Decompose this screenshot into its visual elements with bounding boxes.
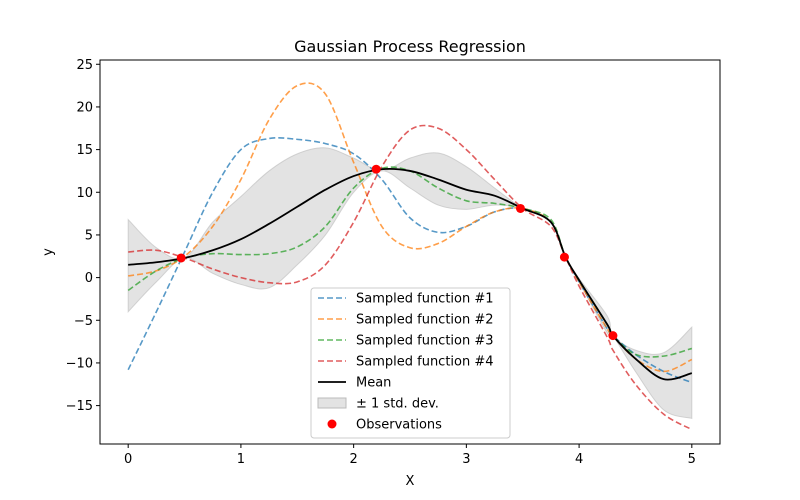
y-tick-label: 0 [85, 271, 93, 286]
legend: Sampled function #1 Sampled function #2 Sa… [310, 287, 511, 439]
y-axis: −15 −10 −5 0 5 10 15 20 25 [66, 58, 100, 414]
sampled-function-4-line [128, 124, 693, 431]
legend-sampled-function-3: Sampled function #3 [318, 334, 494, 349]
axes-frame [99, 59, 721, 445]
observation-point [559, 252, 569, 262]
y-tick-label: −15 [66, 399, 93, 414]
legend-label: Sampled function #2 [356, 313, 494, 328]
legend-std-dev: ± 1 std. dev. [317, 397, 439, 412]
observation-point [608, 331, 618, 341]
plot-area [127, 82, 693, 431]
legend-swatch [327, 419, 337, 429]
legend-label: Mean [356, 376, 391, 391]
chart-title: Gaussian Process Regression [294, 37, 526, 56]
x-axis: 0 1 2 3 4 5 [124, 444, 696, 467]
legend-sampled-function-1: Sampled function #1 [318, 292, 494, 307]
std-dev-band [127, 147, 693, 420]
legend-sampled-function-2: Sampled function #2 [318, 313, 494, 328]
mean-line [128, 167, 693, 381]
legend-label: ± 1 std. dev. [356, 397, 439, 412]
observation-point [371, 164, 381, 174]
y-tick-label: 10 [76, 186, 93, 201]
x-tick-label: 1 [237, 452, 245, 467]
y-tick-label: −5 [74, 314, 93, 329]
legend-sampled-function-4: Sampled function #4 [318, 355, 494, 370]
x-tick-label: 2 [349, 452, 357, 467]
x-tick-label: 4 [575, 452, 583, 467]
y-axis-label: y [41, 248, 56, 256]
y-tick-label: −10 [66, 356, 93, 371]
legend-observations: Observations [327, 418, 442, 433]
legend-label: Sampled function #3 [356, 334, 494, 349]
legend-swatch [317, 397, 347, 409]
legend-label: Sampled function #1 [356, 292, 494, 307]
y-tick-label: 5 [85, 228, 93, 243]
legend-label: Sampled function #4 [356, 355, 494, 370]
y-tick-label: 20 [76, 100, 93, 115]
y-tick-label: 25 [76, 58, 93, 73]
observation-point [176, 253, 186, 263]
legend-mean: Mean [318, 376, 391, 391]
x-tick-label: 5 [688, 452, 696, 467]
x-tick-label: 0 [124, 452, 132, 467]
x-tick-label: 3 [462, 452, 470, 467]
legend-box [310, 287, 511, 439]
observation-point [515, 203, 525, 213]
y-tick-label: 15 [76, 143, 93, 158]
x-axis-label: X [406, 474, 415, 489]
legend-label: Observations [356, 418, 442, 433]
